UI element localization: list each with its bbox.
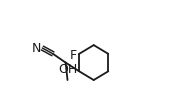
Text: OH: OH [58, 63, 77, 76]
Text: N: N [32, 42, 41, 55]
Text: F: F [70, 49, 77, 62]
